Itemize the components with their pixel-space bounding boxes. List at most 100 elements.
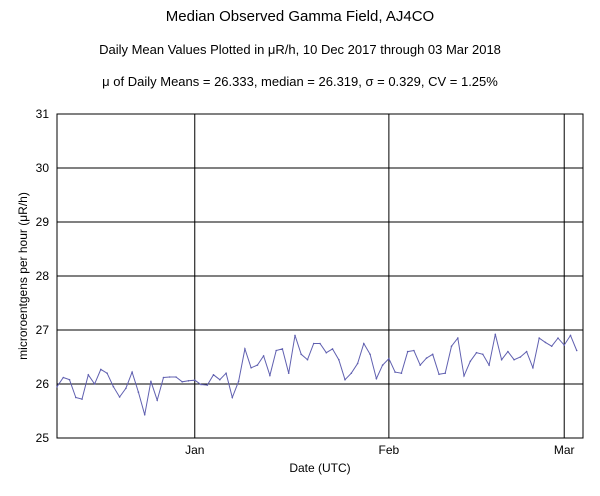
y-tick-label: 25 <box>36 431 50 445</box>
data-point <box>431 353 434 356</box>
data-point <box>219 378 221 381</box>
data-point <box>294 334 296 337</box>
data-point <box>81 398 83 400</box>
chart-stats-line: μ of Daily Means = 26.333, median = 26.3… <box>102 74 498 89</box>
data-point <box>194 379 196 382</box>
data-point <box>106 372 108 375</box>
data-point <box>325 351 328 354</box>
data-point <box>344 378 346 381</box>
data-point <box>413 349 415 352</box>
data-point <box>100 368 102 371</box>
data-point <box>375 377 378 380</box>
data-point <box>425 357 428 359</box>
data-point <box>538 337 540 339</box>
data-point <box>525 350 528 353</box>
data-point <box>250 367 252 369</box>
x-tick-labels: Jan Feb Mar <box>185 443 574 457</box>
data-point <box>363 342 365 345</box>
data-point <box>137 391 140 393</box>
y-axis-label: microroentgens per hour (μR/h) <box>16 192 30 360</box>
data-point <box>438 373 440 376</box>
y-tick-labels: 25 26 27 28 29 30 31 <box>36 107 50 445</box>
data-point <box>406 350 409 353</box>
data-point <box>262 355 265 357</box>
data-point <box>563 344 565 346</box>
y-tick-label: 26 <box>36 377 50 391</box>
data-point <box>381 364 384 366</box>
data-point <box>118 396 121 398</box>
data-point <box>231 396 234 399</box>
data-point <box>225 372 227 375</box>
data-point <box>544 341 547 344</box>
data-point <box>494 333 497 336</box>
chart-subtitle: Daily Mean Values Plotted in μR/h, 10 De… <box>99 42 501 57</box>
data-point <box>87 374 90 376</box>
chart-title: Median Observed Gamma Field, AJ4CO <box>165 8 435 25</box>
data-point <box>162 376 165 379</box>
x-axis-label: Date (UTC) <box>289 461 350 475</box>
data-point <box>482 353 484 356</box>
data-point <box>212 374 215 376</box>
data-point <box>394 371 396 373</box>
data-point <box>206 384 209 386</box>
data-point <box>507 350 509 353</box>
data-point <box>457 337 459 339</box>
data-point <box>356 362 359 365</box>
data-point <box>237 380 240 383</box>
data-point <box>131 371 133 373</box>
data-point <box>444 372 447 375</box>
data-point <box>532 367 534 369</box>
data-point <box>369 353 371 356</box>
data-point <box>56 385 58 388</box>
data-point <box>269 374 271 377</box>
data-point <box>575 349 578 352</box>
data-point <box>306 358 309 361</box>
data-point <box>475 351 478 354</box>
data-point <box>388 357 390 360</box>
x-tick-label: Feb <box>379 443 400 457</box>
data-point <box>500 358 503 361</box>
x-tick-label: Jan <box>185 443 204 457</box>
y-tick-label: 31 <box>36 107 50 121</box>
data-point <box>125 387 127 390</box>
data-point <box>62 376 65 379</box>
data-point <box>557 337 559 339</box>
data-point <box>112 385 115 388</box>
data-point <box>463 375 465 377</box>
plot-frame <box>56 113 584 439</box>
data-point <box>187 380 190 382</box>
data-point <box>569 334 572 337</box>
y-tick-label: 28 <box>36 269 50 283</box>
data-point <box>200 383 202 386</box>
data-point <box>312 342 315 345</box>
data-point <box>175 376 177 378</box>
data-point <box>156 399 158 402</box>
data-point <box>350 372 353 375</box>
y-tick-label: 29 <box>36 215 50 229</box>
y-tick-label: 27 <box>36 323 50 337</box>
data-point <box>519 356 522 358</box>
data-point <box>338 358 340 361</box>
series-group <box>56 333 578 416</box>
x-tick-label: Mar <box>554 443 575 457</box>
data-point <box>450 345 453 348</box>
y-tick-label: 30 <box>36 161 50 175</box>
data-point <box>275 349 278 352</box>
data-point <box>168 376 171 378</box>
data-point <box>181 381 183 383</box>
data-point <box>93 383 96 385</box>
data-point <box>550 345 553 348</box>
series-line <box>56 334 578 415</box>
grid-lines <box>57 114 583 438</box>
data-point <box>150 380 152 383</box>
data-point <box>244 348 246 350</box>
data-point <box>469 360 472 363</box>
data-point <box>68 378 71 381</box>
data-point <box>331 348 334 350</box>
data-point <box>488 364 490 366</box>
data-point <box>513 358 515 361</box>
data-point <box>143 414 146 416</box>
data-point <box>300 353 303 356</box>
data-point <box>75 396 77 399</box>
